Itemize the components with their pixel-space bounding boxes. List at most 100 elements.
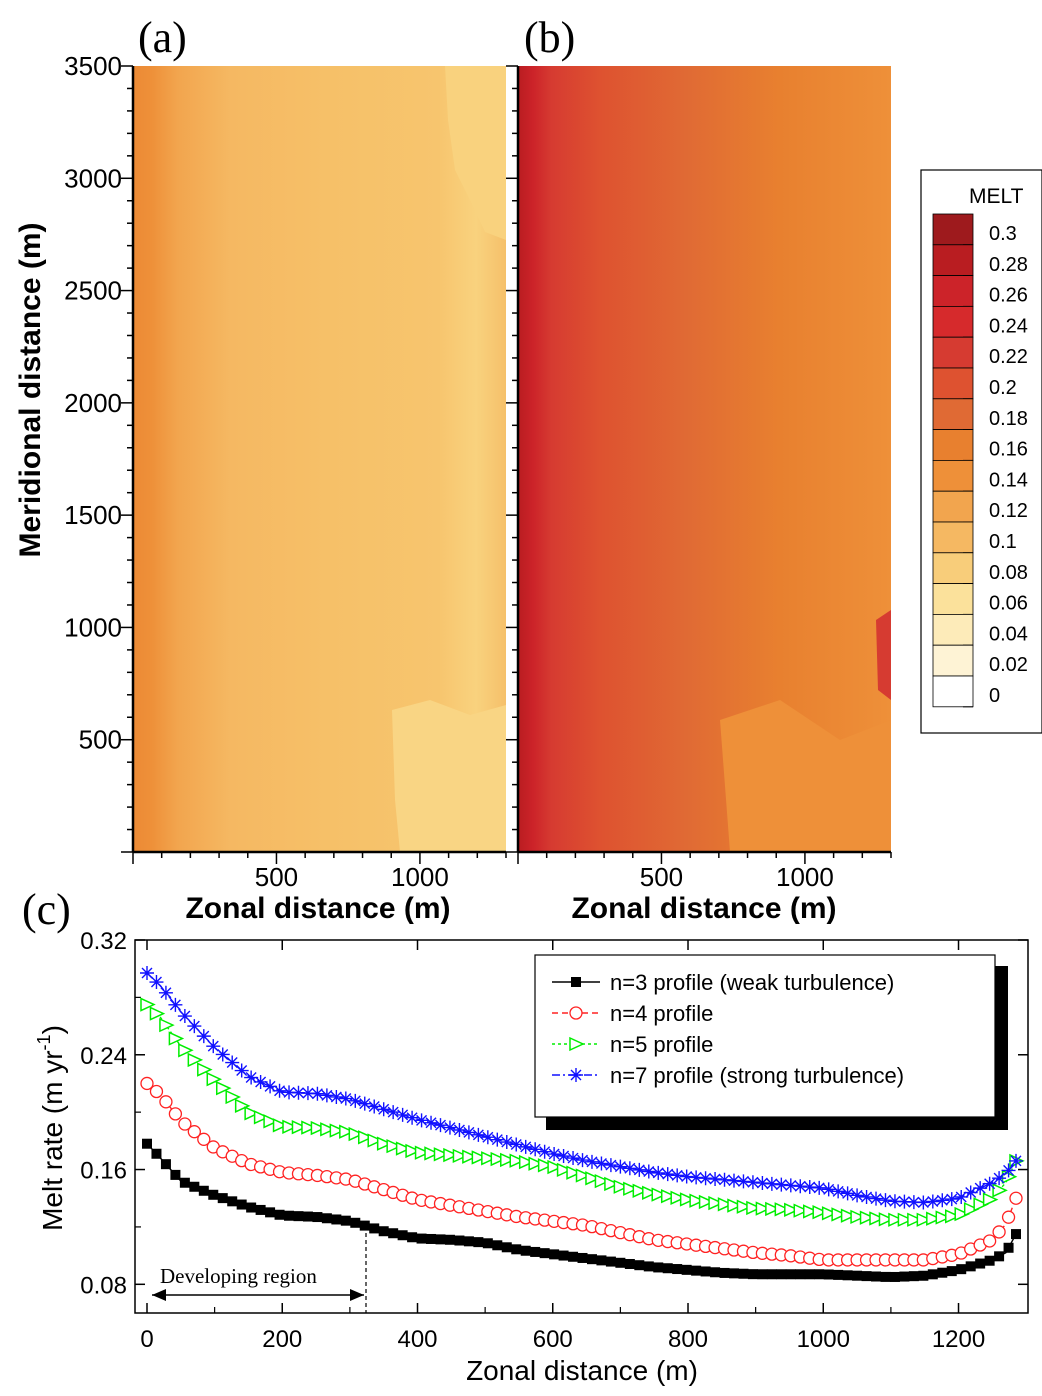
data-point-star	[547, 1147, 562, 1162]
data-point-star	[490, 1132, 505, 1147]
data-point-star	[499, 1135, 514, 1150]
data-point-star	[177, 1009, 192, 1024]
data-point-triangle	[793, 1203, 810, 1218]
data-point-triangle	[348, 1126, 365, 1142]
data-point-star	[859, 1189, 874, 1204]
data-point-square	[596, 1255, 607, 1266]
panel-label-c: (c)	[22, 885, 71, 934]
line-x-tick-label: 600	[533, 1326, 573, 1353]
data-point-circle	[982, 1234, 997, 1248]
data-point-star	[708, 1172, 723, 1187]
data-point-triangle	[945, 1209, 961, 1224]
data-point-square	[236, 1199, 247, 1210]
heatmap-b-dark-patch	[876, 610, 891, 700]
data-point-star	[774, 1177, 789, 1192]
data-point-triangle	[850, 1209, 866, 1225]
data-point-triangle	[812, 1205, 828, 1220]
data-point-square	[208, 1189, 219, 1200]
colorbar-swatch	[932, 398, 974, 430]
panel-label-b: (b)	[524, 13, 575, 62]
data-point-triangle	[585, 1171, 601, 1186]
colorbar-swatch	[932, 275, 974, 307]
heatmap-b-field	[518, 66, 891, 852]
data-point-square	[198, 1185, 209, 1196]
data-point-square	[700, 1266, 711, 1277]
data-point-square	[871, 1271, 882, 1282]
data-point-square	[975, 1258, 986, 1269]
data-point-triangle	[954, 1206, 971, 1222]
data-point-square	[691, 1265, 702, 1276]
data-point-triangle	[755, 1201, 772, 1216]
data-point-square	[757, 1269, 768, 1280]
data-point-star	[424, 1115, 439, 1130]
data-point-triangle	[566, 1165, 582, 1180]
data-point-star	[887, 1194, 902, 1209]
data-point-star	[215, 1047, 230, 1062]
data-point-triangle	[859, 1210, 876, 1225]
data-point-star	[594, 1156, 609, 1171]
arrow-head-right	[350, 1289, 364, 1301]
data-point-triangle	[660, 1189, 677, 1204]
melt-rate-chart: 0 200 400 600 800 1000 1200 0.08 0.16 0.24 0.32 De…	[34, 928, 1029, 1386]
data-point-star	[291, 1085, 306, 1100]
data-point-triangle	[547, 1159, 563, 1175]
data-point-star	[452, 1123, 467, 1137]
data-point-star	[963, 1185, 978, 1200]
data-point-square	[937, 1267, 948, 1278]
data-point-star	[158, 985, 173, 1000]
data-point-square	[378, 1226, 389, 1237]
data-point-star	[433, 1118, 448, 1133]
data-point-triangle	[376, 1136, 393, 1151]
data-point-star	[916, 1195, 931, 1210]
data-point-triangle	[168, 1031, 185, 1046]
data-point-triangle	[973, 1197, 989, 1212]
data-point-star	[509, 1137, 524, 1152]
colorbar-title: MELT	[969, 185, 1024, 208]
data-point-triangle	[642, 1185, 658, 1200]
data-point-triangle	[594, 1173, 611, 1189]
data-point-star	[992, 1171, 1007, 1186]
data-point-star	[632, 1162, 647, 1177]
data-point-star	[1009, 1153, 1023, 1168]
data-point-square	[1003, 1242, 1014, 1253]
data-point-triangle	[358, 1130, 374, 1145]
line-chart-series	[140, 965, 1025, 1282]
data-point-triangle	[187, 1052, 204, 1068]
data-point-square	[293, 1211, 304, 1222]
data-point-square	[880, 1271, 891, 1282]
data-point-star	[897, 1194, 912, 1209]
data-point-star	[300, 1086, 315, 1101]
data-point-star	[310, 1086, 325, 1101]
data-point-square	[350, 1217, 361, 1228]
data-point-triangle	[784, 1202, 800, 1217]
data-point-star	[764, 1176, 779, 1191]
data-point-square	[804, 1269, 815, 1280]
data-point-star	[954, 1189, 969, 1204]
data-point-triangle	[462, 1149, 478, 1164]
data-point-square	[662, 1263, 673, 1274]
data-point-triangle	[471, 1150, 488, 1165]
legend-label: n=4 profile	[610, 1001, 713, 1026]
data-point-circle	[178, 1117, 192, 1131]
data-point-triangle	[320, 1122, 336, 1137]
map-y-tick-label: 1500	[64, 500, 122, 530]
data-point-square	[274, 1209, 285, 1220]
data-point-star	[149, 975, 164, 990]
colorbar-level-label: 0.08	[989, 562, 1028, 584]
data-point-square	[643, 1261, 654, 1272]
colorbar-swatch	[932, 644, 974, 677]
data-point-triangle	[727, 1198, 743, 1213]
data-point-star	[651, 1165, 666, 1180]
data-point-star	[187, 1019, 202, 1034]
data-point-square	[776, 1269, 787, 1280]
data-point-triangle	[301, 1120, 317, 1135]
data-point-star	[569, 1068, 583, 1082]
data-point-square	[482, 1238, 493, 1249]
data-point-triangle	[206, 1072, 223, 1087]
data-point-circle	[168, 1107, 183, 1121]
data-point-square	[965, 1261, 976, 1272]
data-point-star	[253, 1074, 268, 1089]
legend-label: n=5 profile	[610, 1032, 713, 1057]
data-point-square	[710, 1267, 721, 1278]
